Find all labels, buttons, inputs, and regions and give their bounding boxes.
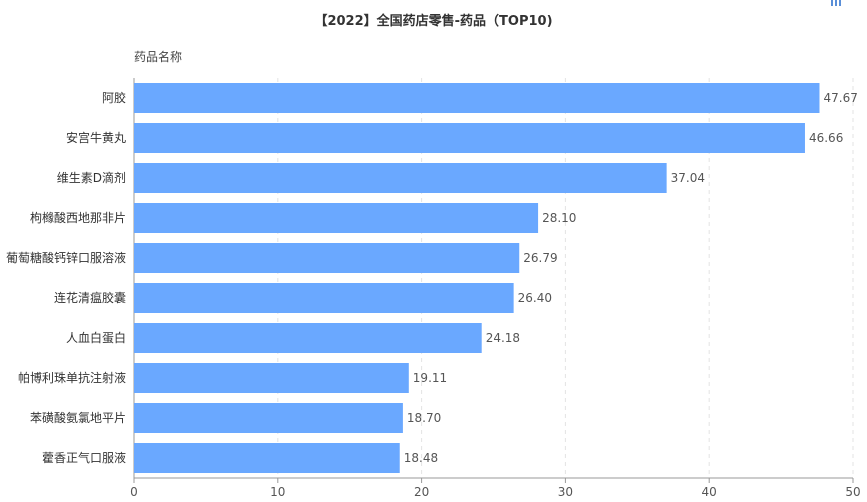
bar — [134, 243, 520, 273]
x-tick-label: 30 — [558, 485, 573, 499]
category-label: 维生素D滴剂 — [57, 170, 126, 185]
bar — [134, 163, 667, 193]
value-label: 47.67 — [823, 91, 857, 105]
value-label: 26.79 — [523, 251, 557, 265]
bar — [134, 123, 805, 153]
bar-chart-icon[interactable] — [830, 0, 844, 6]
category-label: 阿胶 — [102, 90, 126, 105]
chart-title: 【2022】全国药店零售-药品（TOP10) — [314, 14, 553, 29]
bar — [134, 283, 514, 313]
bar — [134, 403, 403, 433]
bar — [134, 83, 820, 113]
x-tick-label: 0 — [130, 485, 138, 499]
bar — [134, 203, 539, 233]
y-axis-title: 药品名称 — [134, 50, 183, 64]
value-label: 26.40 — [518, 291, 552, 305]
category-label: 葡萄糖酸钙锌口服溶液 — [6, 250, 126, 265]
value-label: 46.66 — [809, 131, 843, 145]
value-label: 28.10 — [542, 211, 576, 225]
x-tick-label: 10 — [270, 485, 285, 499]
bar — [134, 323, 482, 353]
value-label: 19.11 — [413, 371, 447, 385]
x-tick-label: 20 — [414, 485, 429, 499]
category-label: 帕博利珠单抗注射液 — [18, 370, 126, 385]
category-label: 人血白蛋白 — [66, 330, 126, 345]
value-label: 24.18 — [486, 331, 520, 345]
category-label: 枸橼酸西地那非片 — [30, 210, 126, 225]
category-label: 连花清瘟胶囊 — [54, 290, 126, 305]
value-label: 18.48 — [404, 451, 438, 465]
value-label: 18.70 — [407, 411, 441, 425]
bar — [134, 363, 409, 393]
x-tick-label: 50 — [845, 485, 860, 499]
x-tick-label: 40 — [702, 485, 717, 499]
value-label: 37.04 — [671, 171, 705, 185]
bar — [134, 443, 400, 473]
category-label: 苯磺酸氨氯地平片 — [30, 410, 126, 425]
category-label: 安宫牛黄丸 — [66, 130, 126, 145]
category-label: 藿香正气口服液 — [42, 450, 126, 465]
